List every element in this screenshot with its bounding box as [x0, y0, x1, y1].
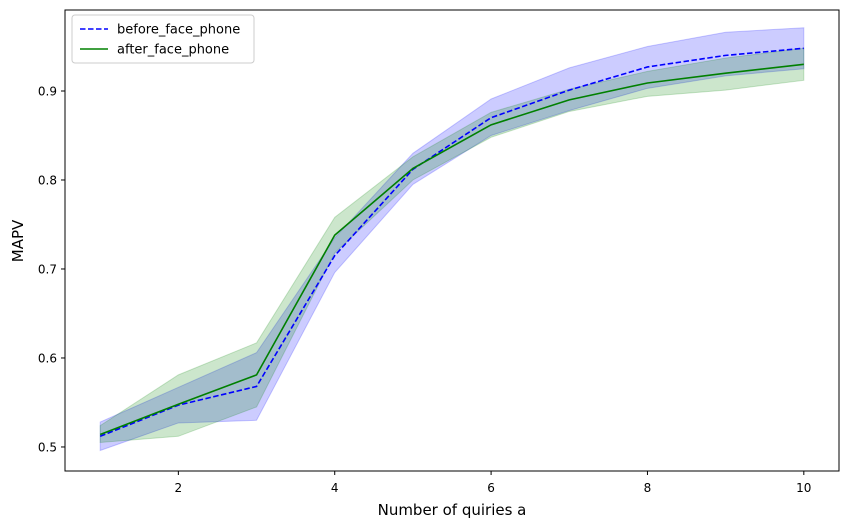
x-tick-label: 8: [644, 481, 652, 495]
x-axis-ticks: 2 4 6 8 10: [175, 471, 811, 495]
y-tick-label: 0.6: [38, 351, 57, 365]
legend: before_face_phone after_face_phone: [71, 14, 255, 64]
x-tick-label: 2: [175, 481, 183, 495]
confidence-band-before_face_phone: [99, 27, 805, 452]
x-tick-label: 10: [796, 481, 811, 495]
x-tick-label: 4: [331, 481, 339, 495]
x-axis-label: Number of quiries a: [378, 501, 527, 519]
y-tick-label: 0.9: [38, 84, 57, 98]
y-axis-ticks: 0.5 0.6 0.7 0.8 0.9: [38, 84, 65, 454]
y-tick-label: 0.8: [38, 173, 57, 187]
legend-label-after: after_face_phone: [117, 43, 229, 58]
series-line-after_face_phone: [99, 63, 804, 436]
plot-area-frame: [64, 9, 840, 472]
confidence-band-after_face_phone: [99, 47, 805, 444]
x-tick-label: 6: [487, 481, 495, 495]
y-tick-label: 0.5: [38, 440, 57, 454]
y-tick-label: 0.7: [38, 262, 57, 276]
confidence-bands: [99, 27, 805, 452]
legend-box: [71, 14, 255, 64]
legend-label-before: before_face_phone: [117, 23, 240, 38]
series-lines: [99, 47, 804, 438]
series-line-before_face_phone: [99, 47, 804, 438]
y-axis-label: MAPV: [9, 219, 27, 262]
